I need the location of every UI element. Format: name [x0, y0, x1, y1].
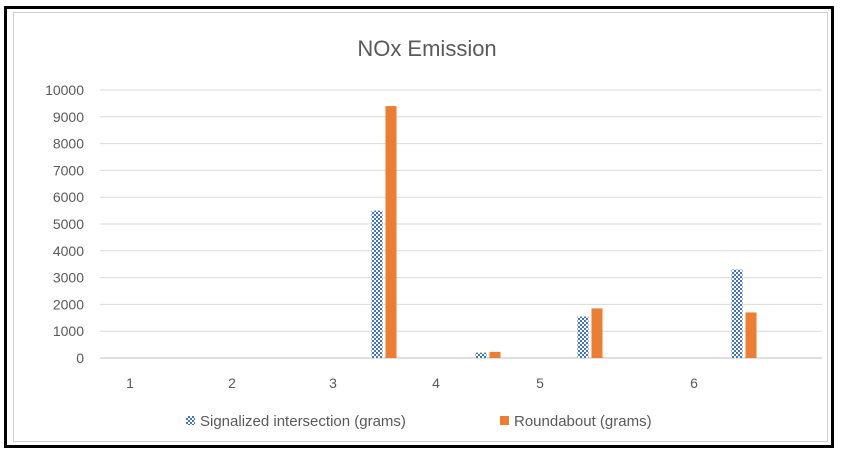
- bar-roundabout: [745, 312, 757, 358]
- x-tick-label: 3: [329, 375, 337, 391]
- y-tick-label: 4000: [53, 243, 84, 259]
- y-tick-label: 10000: [45, 82, 84, 98]
- bars: [371, 106, 757, 358]
- legend: Signalized intersection (grams) Roundabou…: [186, 413, 652, 430]
- chart-frame: [4, 6, 834, 448]
- legend-swatch-signalized: [186, 416, 195, 425]
- bar-signalized: [577, 316, 589, 358]
- y-tick-label: 9000: [53, 109, 84, 125]
- y-tick-label: 7000: [53, 162, 84, 178]
- y-tick-label: 5000: [53, 216, 84, 232]
- legend-label-roundabout: Roundabout (grams): [514, 413, 652, 430]
- y-tick-label: 2000: [53, 296, 84, 312]
- x-tick-label: 5: [536, 375, 544, 391]
- legend-swatch-roundabout: [500, 416, 509, 425]
- grid-lines: [100, 89, 822, 359]
- y-tick-label: 8000: [53, 136, 84, 152]
- bar-signalized: [731, 269, 743, 358]
- y-tick-label: 1000: [53, 323, 84, 339]
- bar-signalized: [371, 210, 383, 358]
- y-tick-label: 3000: [53, 270, 84, 286]
- bar-roundabout: [591, 308, 603, 358]
- bar-roundabout: [385, 106, 397, 358]
- bar-signalized: [475, 352, 487, 358]
- x-tick-label: 4: [432, 375, 440, 391]
- chart-title: NOx Emission: [357, 36, 496, 61]
- x-axis-ticks: 1 2 3 4 5 6: [126, 375, 698, 391]
- legend-label-signalized: Signalized intersection (grams): [200, 413, 406, 430]
- x-tick-label: 6: [690, 375, 698, 391]
- y-tick-label: 6000: [53, 189, 84, 205]
- y-axis-ticks: 0 1000 2000 3000 4000 5000 6000 7000 8000 9000 100…: [45, 82, 84, 366]
- x-tick-label: 2: [228, 375, 236, 391]
- bar-roundabout: [489, 351, 501, 358]
- x-tick-label: 1: [126, 375, 134, 391]
- y-tick-label: 0: [76, 350, 84, 366]
- chart-area: [13, 12, 828, 442]
